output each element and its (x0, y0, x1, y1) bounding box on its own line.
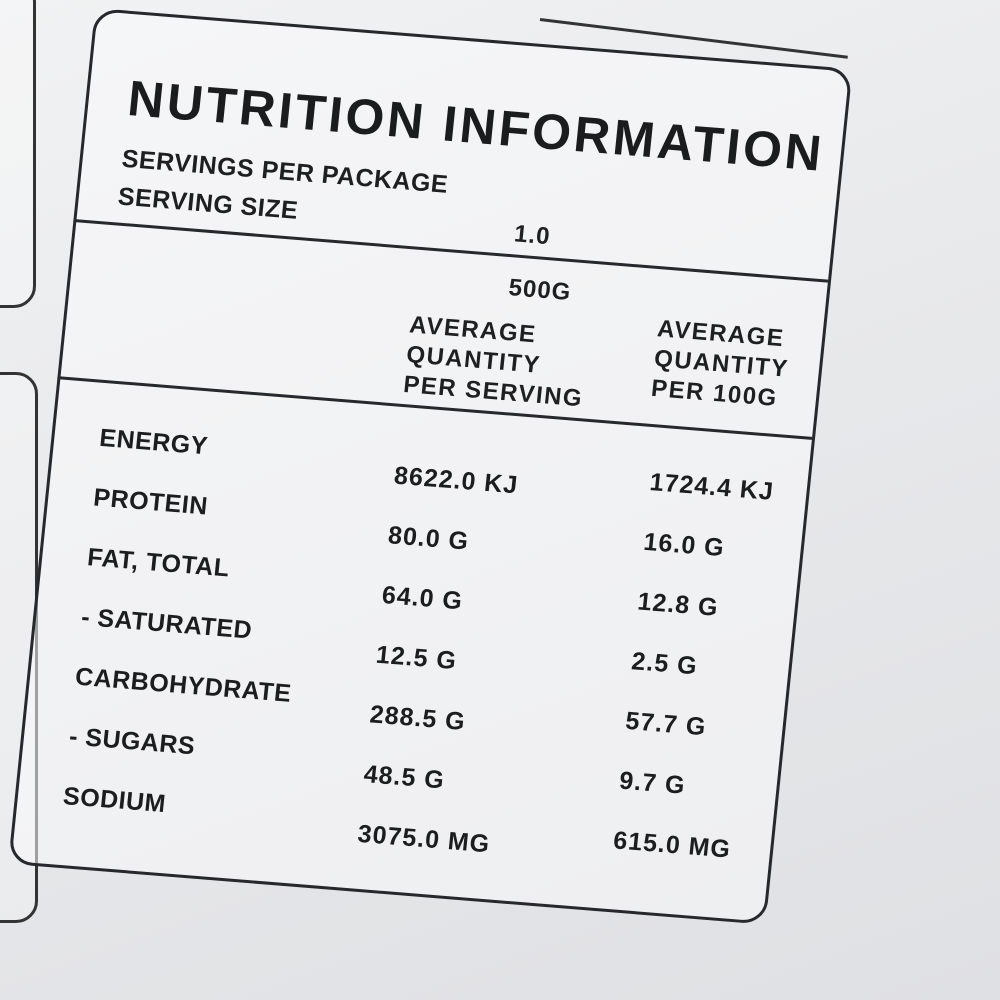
serving-size-value: 500G (507, 274, 573, 307)
nutrition-label: NUTRITION INFORMATION SERVINGS PER PACKA… (8, 8, 853, 925)
column-header-per-serving: AVERAGE QUANTITY PER SERVING (402, 310, 591, 414)
adjacent-panel-top (0, 0, 36, 308)
nutrient-per-100g: 2.5 G (630, 647, 699, 681)
nutrient-per-100g: 9.7 G (618, 766, 687, 800)
servings-per-package-value: 1.0 (512, 220, 552, 251)
column-header-per-100g: AVERAGE QUANTITY PER 100G (650, 314, 793, 414)
nutrient-per-100g: 57.7 G (624, 706, 708, 742)
nutrient-per-100g: 12.8 G (636, 587, 720, 622)
nutrient-per-100g: 16.0 G (642, 527, 726, 563)
